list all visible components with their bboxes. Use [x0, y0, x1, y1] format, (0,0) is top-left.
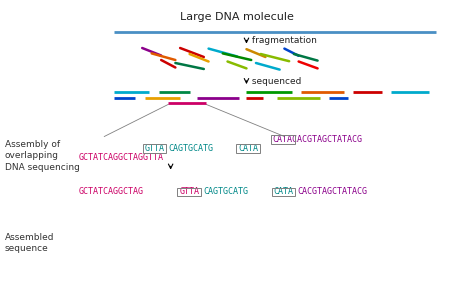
Text: CATACACGTAGCTATACG: CATACACGTAGCTATACG	[273, 135, 363, 144]
Text: GTTA: GTTA	[145, 144, 164, 153]
Text: GCTATCAGGCTAG: GCTATCAGGCTAG	[78, 188, 143, 196]
Text: Assembled
sequence: Assembled sequence	[5, 232, 54, 254]
Text: CACGTAGCTATACG: CACGTAGCTATACG	[297, 188, 367, 196]
Text: fragmentation: fragmentation	[249, 36, 317, 45]
Text: CATA: CATA	[238, 144, 258, 153]
Text: Assembly of
overlapping
DNA sequencing: Assembly of overlapping DNA sequencing	[5, 140, 80, 172]
Text: sequenced: sequenced	[249, 76, 301, 85]
Text: Large DNA molecule: Large DNA molecule	[180, 12, 294, 22]
Text: CATA: CATA	[273, 188, 293, 196]
Text: GCTATCAGGCTAGGTTA: GCTATCAGGCTAGGTTA	[78, 153, 163, 162]
Text: CAGTGCATG: CAGTGCATG	[168, 144, 213, 153]
Text: CAGTGCATG: CAGTGCATG	[204, 188, 249, 196]
Text: GTTA: GTTA	[179, 188, 199, 196]
